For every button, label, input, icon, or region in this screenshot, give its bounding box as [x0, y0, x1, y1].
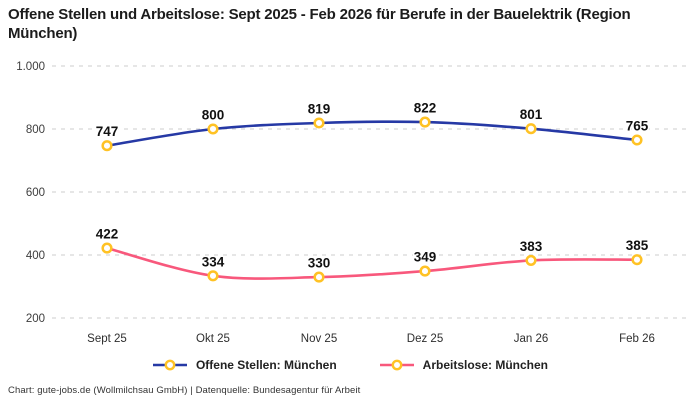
legend-swatch-line-marker-icon [152, 359, 187, 371]
data-point-label: 822 [414, 101, 437, 116]
series-line-0 [105, 120, 639, 147]
data-point-marker [101, 140, 113, 152]
x-axis-tick-label: Dez 25 [407, 333, 443, 345]
data-point-marker [419, 265, 431, 277]
legend-label-arbeitslose: Arbeitslose: München [422, 358, 549, 372]
x-axis-tick-label: Nov 25 [301, 333, 337, 345]
x-axis-tick-label: Okt 25 [196, 333, 230, 345]
data-point-marker [207, 270, 219, 282]
legend-marker-icon [391, 359, 403, 371]
y-axis-tick-label: 1.000 [16, 61, 45, 73]
data-point-marker [313, 117, 325, 129]
data-point-marker [419, 116, 431, 128]
data-point-marker [525, 254, 537, 266]
data-point-marker [525, 123, 537, 135]
series-line-1 [105, 246, 639, 280]
data-point-label: 330 [308, 256, 331, 271]
data-point-label: 349 [414, 250, 437, 265]
data-point-marker [207, 123, 219, 135]
data-point-label: 385 [626, 238, 649, 253]
data-point-label: 800 [202, 108, 225, 123]
data-point-label: 801 [520, 107, 543, 122]
data-point-label: 383 [520, 239, 543, 254]
legend-item-arbeitslose: Arbeitslose: München [379, 358, 548, 372]
legend: Offene Stellen: München Arbeitslose: Mün… [0, 358, 700, 372]
legend-swatch-line-marker-icon [379, 359, 414, 371]
chart-plot-area: 1.000 800 600 400 200 Sept 25 Okt 25 Nov 25 Dez … [16, 61, 686, 345]
y-axis-tick-label: 600 [26, 187, 45, 199]
data-point-label: 819 [308, 102, 331, 117]
data-point-label: 765 [626, 119, 649, 134]
legend-item-offene-stellen: Offene Stellen: München [152, 358, 337, 372]
data-point-marker [631, 254, 643, 266]
x-axis-tick-label: Sept 25 [87, 333, 127, 345]
y-axis-tick-label: 800 [26, 124, 45, 136]
data-point-label: 747 [96, 124, 119, 139]
legend-marker-icon [164, 359, 176, 371]
data-point-marker [631, 134, 643, 146]
y-axis-tick-label: 400 [26, 250, 45, 262]
data-point-marker [313, 271, 325, 283]
x-axis-tick-label: Feb 26 [619, 333, 655, 345]
y-axis-tick-label: 200 [26, 313, 45, 325]
legend-label-offene-stellen: Offene Stellen: München [195, 358, 337, 372]
data-point-label: 334 [202, 254, 225, 269]
x-axis-tick-label: Jan 26 [514, 333, 549, 345]
chart-title: Offene Stellen und Arbeitslose: Sept 202… [8, 6, 631, 42]
data-point-marker [101, 242, 113, 254]
data-point-label: 422 [96, 227, 119, 242]
chart-credit: Chart: gute-jobs.de (Wollmilchsau GmbH) … [8, 385, 361, 396]
